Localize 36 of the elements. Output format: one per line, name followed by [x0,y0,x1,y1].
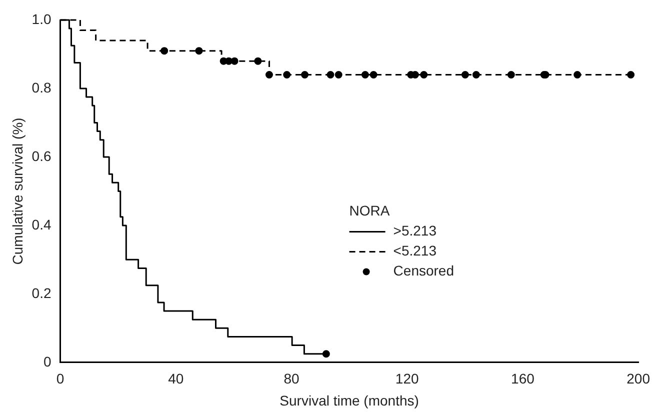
x-axis-title: Survival time (months) [280,392,419,408]
y-tick-label: 0.2 [32,284,52,301]
point [507,71,515,79]
point [301,71,309,79]
y-tick-label: 0.4 [32,216,52,232]
y-tick-label: 0 [43,353,52,370]
point [195,47,203,55]
y-tick-label: 0.8 [32,79,52,96]
point [265,71,273,79]
point [334,71,342,79]
x-tick-label: 160 [511,370,535,387]
legend-label: <5.213 [393,242,437,259]
y-tick-label: 1.0 [32,10,52,27]
point [326,71,334,79]
y-axis-title: Cumulative survival (%) [9,118,26,265]
point [160,47,168,55]
x-tick-label: 80 [284,370,300,387]
legend-label: Censored [393,262,454,279]
point [254,57,262,65]
point [627,71,635,79]
point [370,71,378,79]
legend-title: NORA [349,202,390,219]
point [283,71,291,79]
point [574,71,582,79]
x-tick-label: 120 [395,370,419,387]
point [461,71,469,79]
point [472,71,480,79]
x-tick-label: 0 [56,370,64,387]
point [230,57,238,65]
legend-label: >5.213 [393,222,437,239]
x-tick-label: 200 [626,370,650,387]
y-tick-label: 0.6 [32,148,52,164]
point [322,350,330,358]
x-tick-label: 40 [168,370,184,387]
point [420,71,428,79]
point [361,71,369,79]
